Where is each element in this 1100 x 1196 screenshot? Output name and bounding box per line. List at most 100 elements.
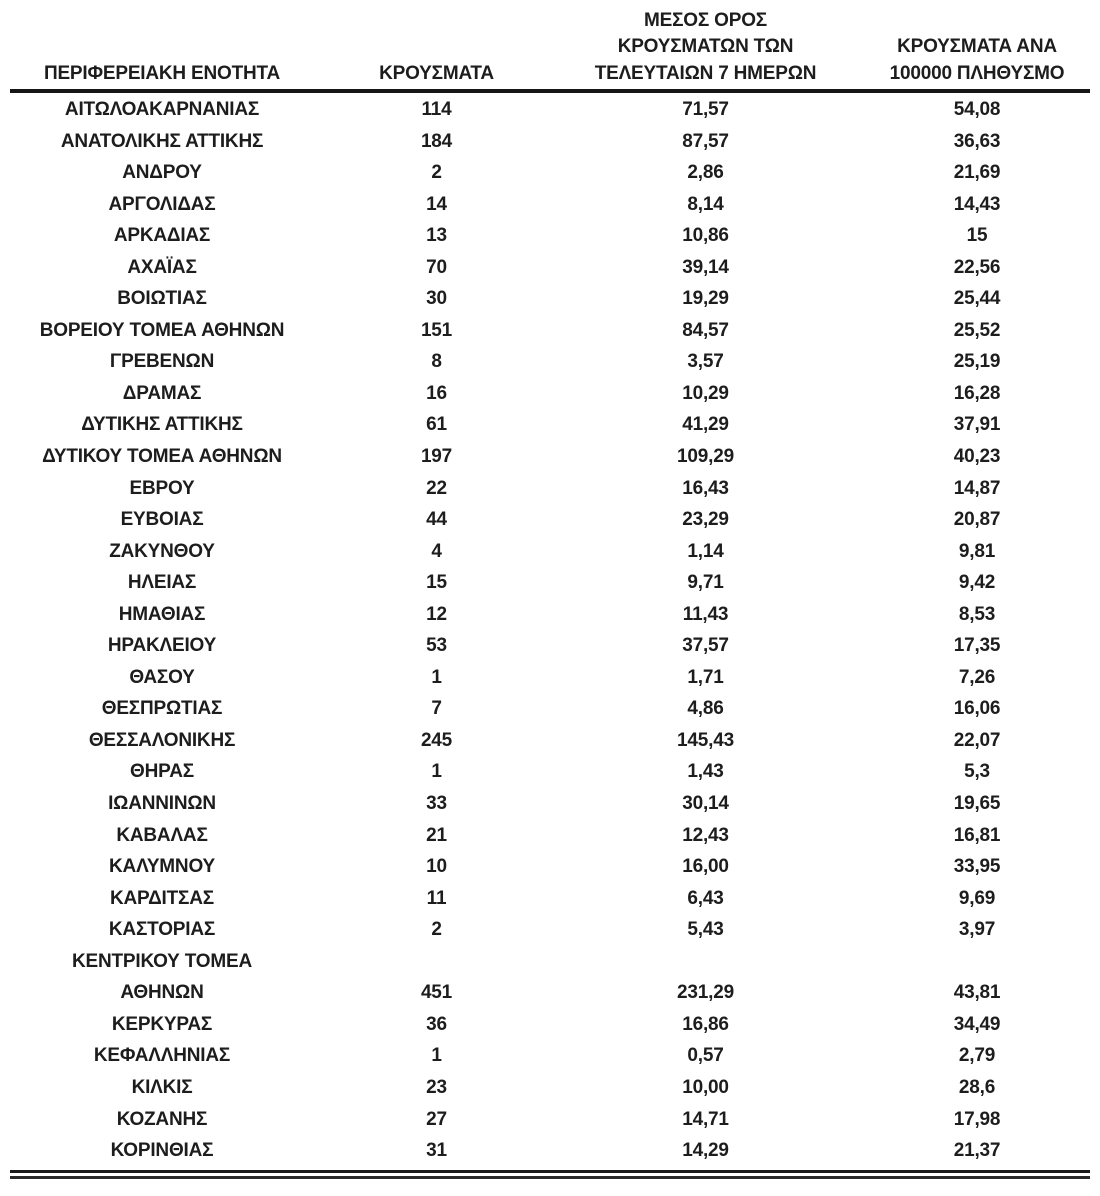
table-row: ΚΑΣΤΟΡΙΑΣ 2 5,43 3,97 (10, 914, 1090, 946)
cases-cell: 11 (426, 887, 447, 909)
per100k-cell: 19,65 (953, 793, 1001, 815)
avg7days-cell: 84,57 (682, 319, 729, 341)
avg7days-cell: 1,71 (687, 666, 724, 688)
region-cell: ΔΡΑΜΑΣ (122, 382, 202, 404)
region-cell: ΕΒΡΟΥ (129, 477, 195, 499)
avg7days-cell: 145,43 (677, 729, 734, 751)
avg7days-cell: 231,29 (677, 982, 734, 1004)
cases-cell: 13 (426, 225, 447, 247)
per100k-cell: 9,81 (958, 540, 996, 562)
cases-cell: 1 (431, 666, 442, 688)
region-cell: ΚΕΡΚΥΡΑΣ (111, 1013, 213, 1035)
cases-cell: 12 (426, 603, 447, 625)
region-cell: ΘΕΣΣΑΛΟΝΙΚΗΣ (88, 729, 236, 751)
region-cell: ΗΜΑΘΙΑΣ (118, 603, 206, 625)
table-row: ΒΟΡΕΙΟΥ ΤΟΜΕΑ ΑΘΗΝΩΝ 151 84,57 25,52 (10, 315, 1090, 347)
cases-cell: 70 (426, 256, 447, 278)
region-cell: ΑΙΤΩΛΟΑΚΑΡΝΑΝΙΑΣ (64, 99, 260, 120)
cases-cell: 36 (426, 1013, 447, 1035)
region-cell: ΚΟΡΙΝΘΙΑΣ (110, 1140, 214, 1162)
table-row: ΓΡΕΒΕΝΩΝ 8 3,57 25,19 (10, 346, 1090, 378)
table-row: ΔΥΤΙΚΟΥ ΤΟΜΕΑ ΑΘΗΝΩΝ 197 109,29 40,23 (10, 441, 1090, 473)
region-cell: ΗΛΕΙΑΣ (127, 572, 197, 594)
per100k-cell: 20,87 (953, 509, 1001, 531)
avg7days-cell: 16,43 (682, 477, 729, 499)
per100k-cell: 17,98 (953, 1108, 1001, 1130)
per100k-cell: 25,52 (953, 319, 1001, 341)
cases-cell: 4 (431, 540, 442, 562)
region-cell: ΒΟΙΩΤΙΑΣ (117, 288, 207, 310)
table-row: ΚΕΡΚΥΡΑΣ 36 16,86 34,49 (10, 1009, 1090, 1041)
region-cell: ΑΡΓΟΛΙΔΑΣ (108, 193, 216, 215)
cases-cell: 14 (426, 193, 447, 215)
per100k-cell: 25,19 (953, 351, 1001, 373)
region-cell: ΚΕΝΤΡΙΚΟΥ ΤΟΜΕΑ ΑΘΗΝΩΝ (72, 950, 252, 1004)
header-per100k: ΚΡΟΥΣΜΑΤΑ ΑΝΑ 100000 ΠΛΗΘΥΣΜΟ (889, 36, 1065, 84)
per100k-cell: 2,79 (958, 1045, 996, 1067)
region-cell: ΙΩΑΝΝΙΝΩΝ (108, 793, 216, 815)
avg7days-cell: 71,57 (682, 99, 729, 120)
table-row: ΗΡΑΚΛΕΙΟΥ 53 37,57 17,35 (10, 630, 1090, 662)
region-cell: ΔΥΤΙΚΟΥ ΤΟΜΕΑ ΑΘΗΝΩΝ (42, 446, 282, 468)
avg7days-cell: 3,57 (687, 351, 724, 373)
cases-cell: 31 (426, 1140, 447, 1162)
header-avg7days: ΜΕΣΟΣ ΟΡΟΣ ΚΡΟΥΣΜΑΤΩΝ ΤΩΝ ΤΕΛΕΥΤΑΙΩΝ 7 Η… (594, 9, 817, 84)
table-row: ΘΕΣΠΡΩΤΙΑΣ 7 4,86 16,06 (10, 693, 1090, 725)
avg7days-cell: 5,43 (687, 919, 724, 941)
per100k-cell: 37,91 (953, 414, 1001, 436)
region-cell: ΔΥΤΙΚΗΣ ΑΤΤΙΚΗΣ (81, 414, 243, 436)
avg7days-cell: 14,29 (682, 1140, 729, 1162)
avg7days-cell: 0,57 (687, 1045, 724, 1067)
region-cell: ΑΡΚΑΔΙΑΣ (113, 225, 211, 247)
bottom-rule-line-top (10, 1169, 1090, 1173)
cases-cell: 2 (431, 919, 442, 941)
region-cell: ΒΟΡΕΙΟΥ ΤΟΜΕΑ ΑΘΗΝΩΝ (39, 319, 285, 341)
per100k-cell: 28,6 (958, 1076, 996, 1098)
region-cell: ΚΑΒΑΛΑΣ (116, 824, 208, 846)
avg7days-cell: 11,43 (682, 603, 729, 625)
per100k-cell: 33,95 (953, 856, 1001, 878)
avg7days-cell: 6,43 (687, 887, 724, 909)
cases-cell: 151 (420, 319, 453, 341)
table-row: ΚΑΒΑΛΑΣ 21 12,43 16,81 (10, 820, 1090, 852)
per100k-cell: 43,81 (953, 982, 1001, 1004)
region-cell: ΑΝΑΤΟΛΙΚΗΣ ΑΤΤΙΚΗΣ (60, 130, 264, 152)
per100k-cell: 14,87 (953, 477, 1001, 499)
table-row: ΚΟΖΑΝΗΣ 27 14,71 17,98 (10, 1104, 1090, 1136)
per100k-cell: 16,81 (953, 824, 1001, 846)
per100k-cell: 8,53 (958, 603, 996, 625)
avg7days-cell: 87,57 (682, 130, 729, 152)
per100k-cell: 21,37 (953, 1140, 1001, 1162)
avg7days-cell: 1,14 (687, 540, 724, 562)
avg7days-cell: 4,86 (687, 698, 724, 720)
cases-cell: 8 (431, 351, 442, 373)
avg7days-cell: 19,29 (682, 288, 729, 310)
cases-cell: 21 (426, 824, 447, 846)
table-row: ΘΑΣΟΥ 1 1,71 7,26 (10, 662, 1090, 694)
header-region: ΠΕΡΙΦΕΡΕΙΑΚΗ ΕΝΟΤΗΤΑ (43, 62, 281, 84)
region-cell: ΚΕΦΑΛΛΗΝΙΑΣ (93, 1045, 231, 1067)
cases-cell: 1 (431, 1045, 442, 1067)
table-row: ΕΥΒΟΙΑΣ 44 23,29 20,87 (10, 504, 1090, 536)
cases-cell: 197 (420, 446, 453, 468)
per100k-cell: 54,08 (953, 99, 1001, 120)
avg7days-cell: 10,29 (682, 382, 729, 404)
table-row: ΚΟΡΙΝΘΙΑΣ 31 14,29 21,37 (10, 1135, 1090, 1167)
table-row: ΘΕΣΣΑΛΟΝΙΚΗΣ 245 145,43 22,07 (10, 725, 1090, 757)
per100k-cell: 34,49 (953, 1013, 1001, 1035)
cases-cell: 16 (426, 382, 447, 404)
avg7days-cell: 16,00 (682, 856, 729, 878)
cases-cell: 114 (421, 99, 452, 120)
per100k-cell: 17,35 (953, 635, 1001, 657)
region-cell: ΘΗΡΑΣ (130, 761, 194, 783)
cases-cell: 33 (426, 793, 447, 815)
region-cell: ΘΕΣΠΡΩΤΙΑΣ (101, 698, 223, 720)
table-row: ΑΙΤΩΛΟΑΚΑΡΝΑΝΙΑΣ 114 71,57 54,08 (10, 94, 1090, 126)
avg7days-cell: 30,14 (682, 793, 729, 815)
per100k-cell: 22,07 (953, 729, 1001, 751)
table-row: ΗΛΕΙΑΣ 15 9,71 9,42 (10, 567, 1090, 599)
table-header-row: ΠΕΡΙΦΕΡΕΙΑΚΗ ΕΝΟΤΗΤΑ ΚΡΟΥΣΜΑΤΑ ΜΕΣΟΣ ΟΡΟ… (10, 0, 1090, 93)
table-body: ΑΙΤΩΛΟΑΚΑΡΝΑΝΙΑΣ 114 71,57 54,08 ΑΝΑΤΟΛΙ… (10, 93, 1090, 1167)
cases-cell: 451 (420, 982, 453, 1004)
per100k-cell: 3,97 (958, 919, 996, 941)
